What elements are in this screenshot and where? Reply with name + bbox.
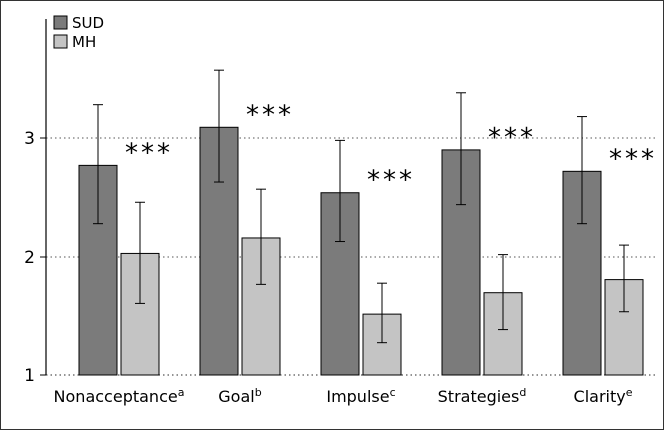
legend-label-sud: SUD (72, 14, 104, 32)
legend-label-mh: MH (72, 33, 96, 51)
legend-swatch-mh (53, 34, 68, 49)
y-tick-label: 2 (24, 248, 35, 268)
significance-marker: *** (125, 138, 173, 168)
significance-marker: *** (246, 100, 294, 130)
x-tick-label: Goalb (218, 386, 261, 406)
legend-swatch-sud (53, 15, 68, 30)
y-tick-label: 1 (24, 366, 35, 386)
x-tick-label: Nonacceptancea (54, 386, 185, 406)
x-tick-label: Strategiesd (438, 386, 527, 406)
significance-marker: *** (488, 123, 536, 153)
x-tick-label: Claritye (574, 386, 633, 406)
y-tick-label: 3 (24, 129, 35, 149)
bar-sud-goal (199, 126, 239, 376)
x-tick-label: Impulsec (326, 386, 395, 406)
significance-marker: *** (367, 166, 415, 196)
significance-marker: *** (609, 144, 657, 174)
